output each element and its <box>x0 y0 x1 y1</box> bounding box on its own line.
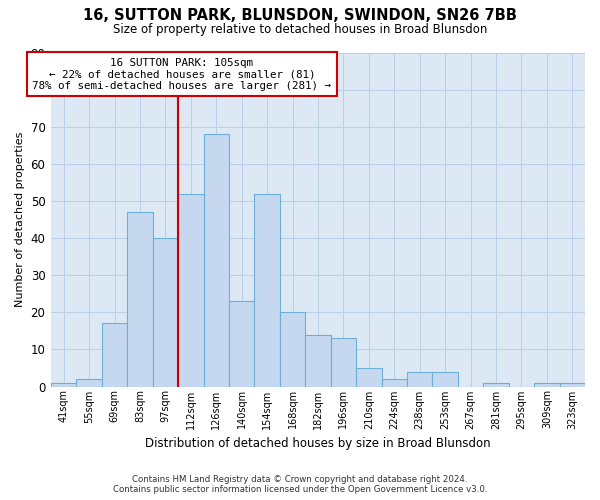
Bar <box>433 372 458 386</box>
Bar <box>305 334 331 386</box>
Bar <box>534 383 560 386</box>
Text: 16, SUTTON PARK, BLUNSDON, SWINDON, SN26 7BB: 16, SUTTON PARK, BLUNSDON, SWINDON, SN26… <box>83 8 517 22</box>
Bar <box>127 212 153 386</box>
Bar <box>280 312 305 386</box>
Bar <box>229 301 254 386</box>
Bar <box>382 379 407 386</box>
Bar <box>407 372 433 386</box>
Bar <box>356 368 382 386</box>
Y-axis label: Number of detached properties: Number of detached properties <box>15 132 25 307</box>
Bar <box>51 383 76 386</box>
Text: Contains HM Land Registry data © Crown copyright and database right 2024.
Contai: Contains HM Land Registry data © Crown c… <box>113 474 487 494</box>
Bar <box>102 324 127 386</box>
Bar <box>153 238 178 386</box>
Text: Size of property relative to detached houses in Broad Blunsdon: Size of property relative to detached ho… <box>113 22 487 36</box>
Text: 16 SUTTON PARK: 105sqm
← 22% of detached houses are smaller (81)
78% of semi-det: 16 SUTTON PARK: 105sqm ← 22% of detached… <box>32 58 331 90</box>
Bar <box>560 383 585 386</box>
Bar <box>76 379 102 386</box>
Bar <box>203 134 229 386</box>
Bar <box>254 194 280 386</box>
X-axis label: Distribution of detached houses by size in Broad Blunsdon: Distribution of detached houses by size … <box>145 437 491 450</box>
Bar <box>483 383 509 386</box>
Bar <box>331 338 356 386</box>
Bar <box>178 194 203 386</box>
